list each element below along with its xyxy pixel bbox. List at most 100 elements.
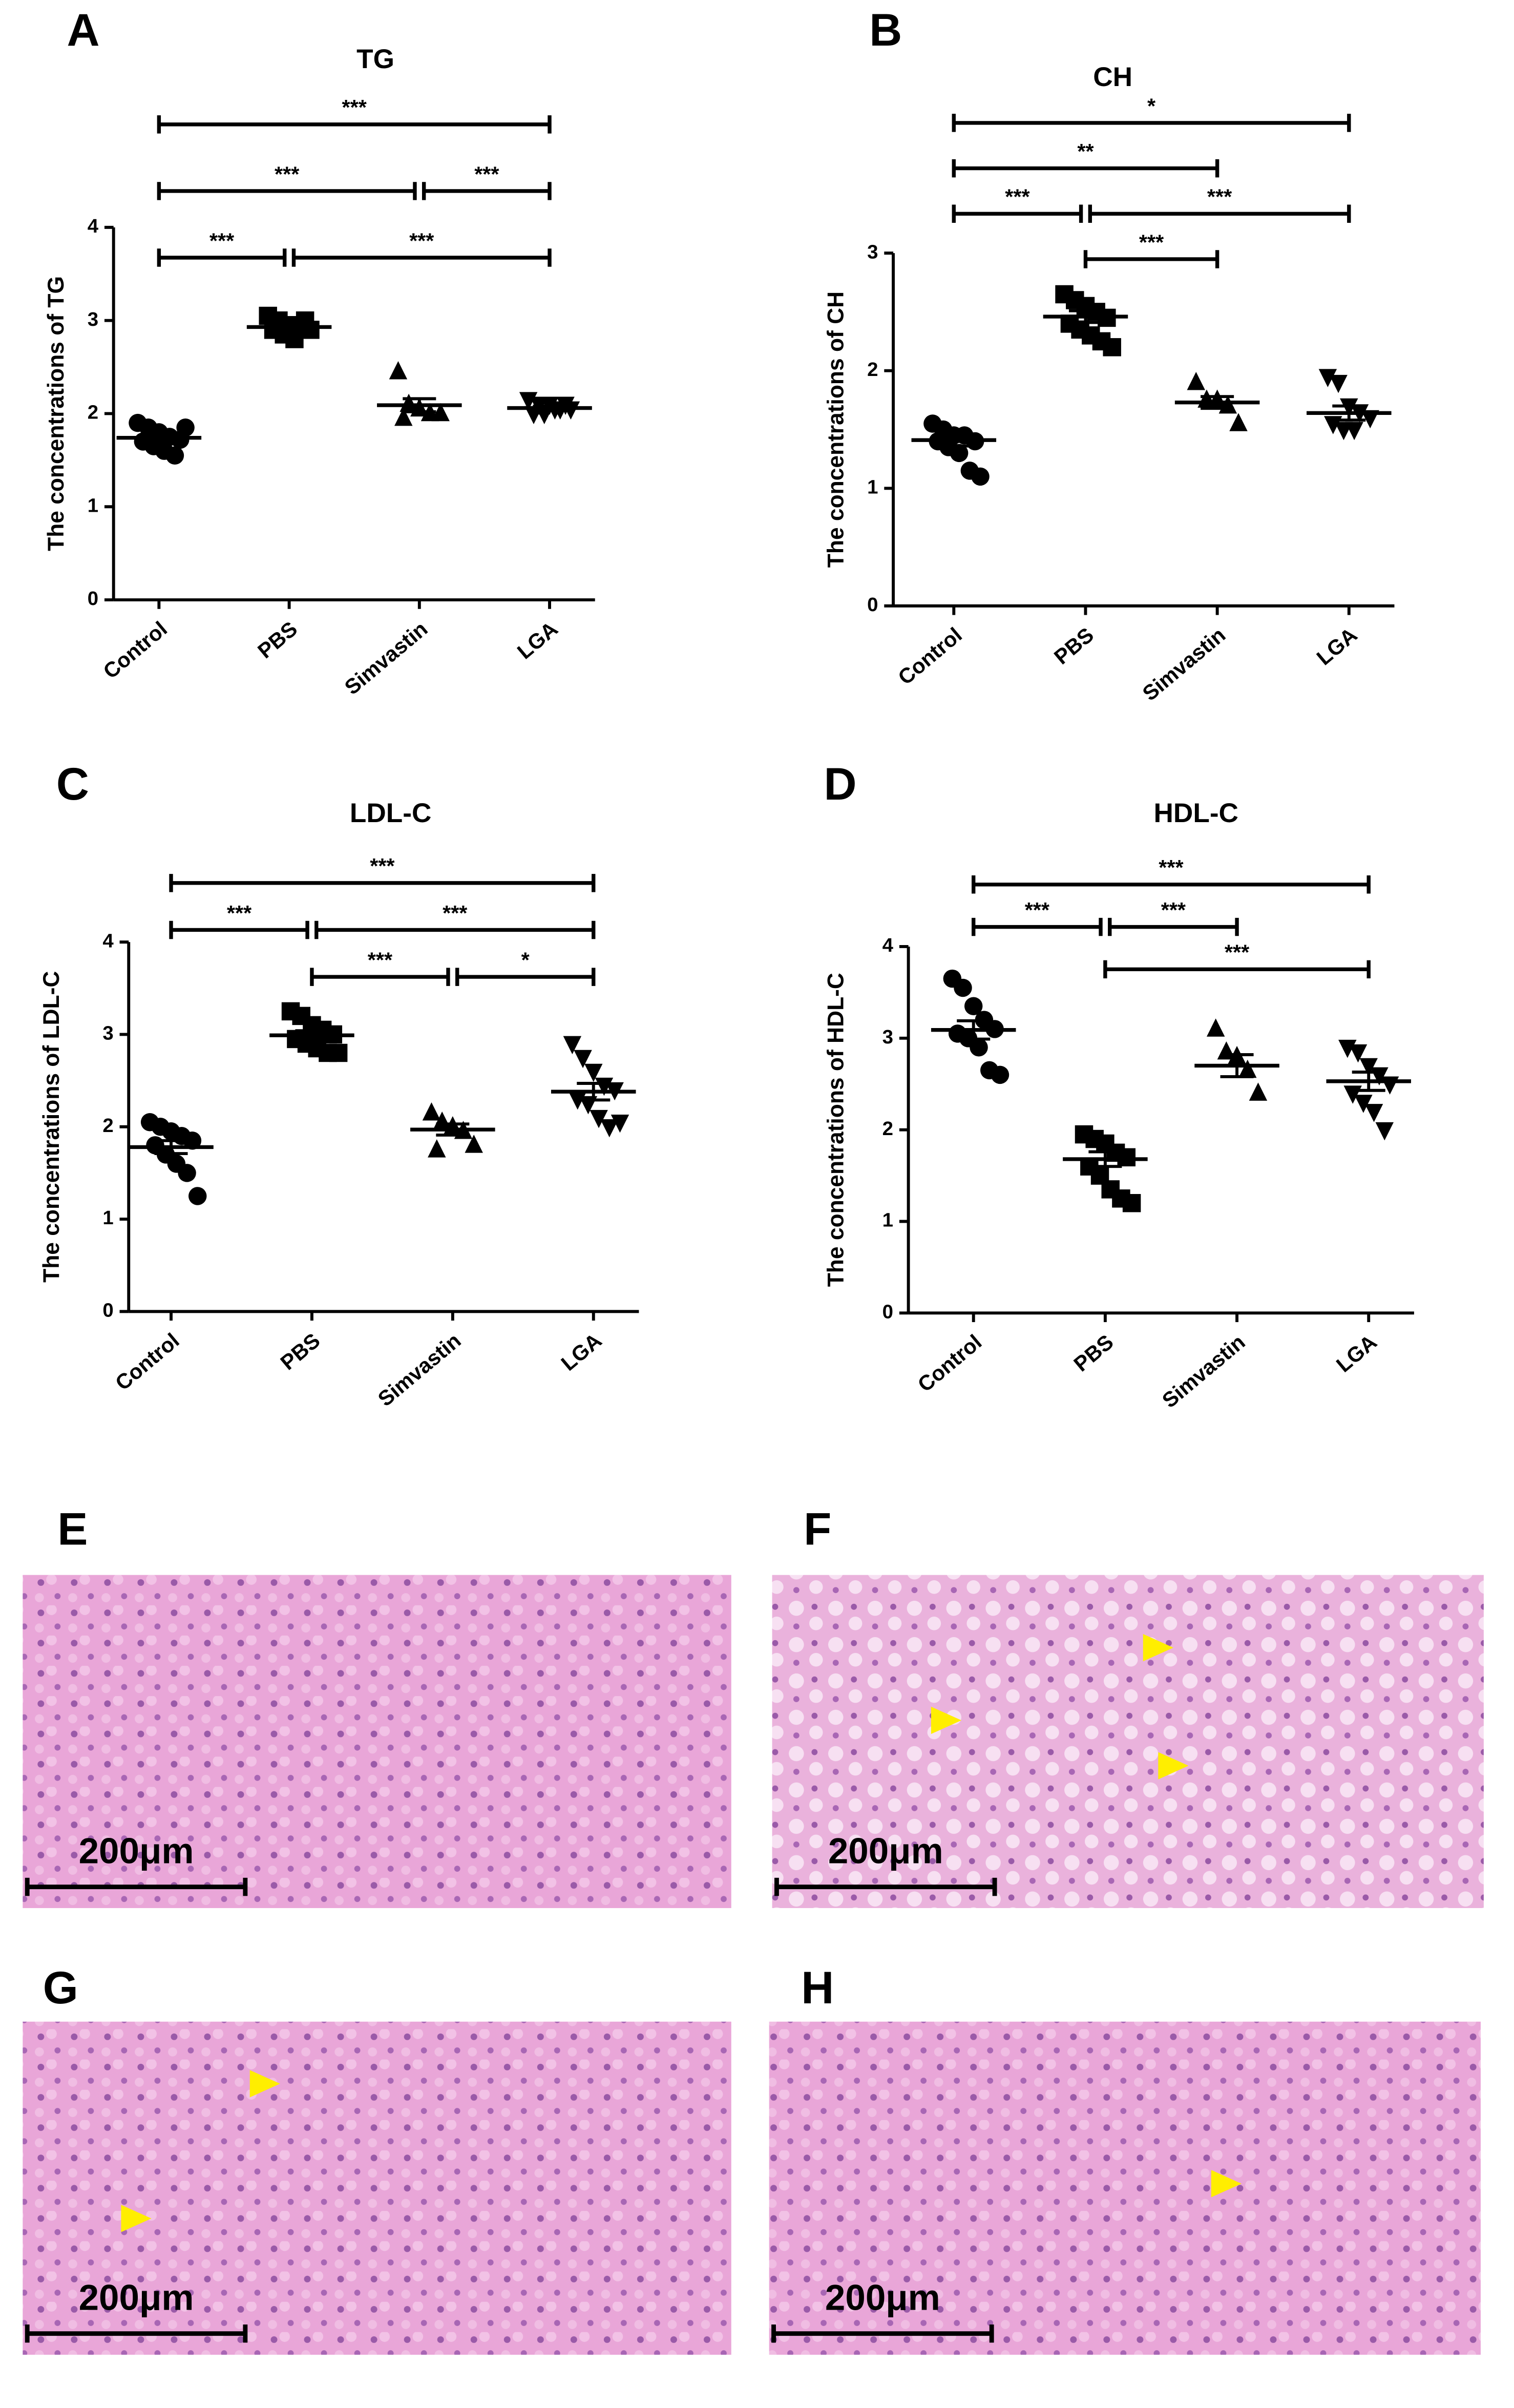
error-bar xyxy=(577,1082,611,1102)
arrowhead xyxy=(1158,1752,1189,1779)
significance-bracket xyxy=(157,115,552,134)
panel-letter: A xyxy=(67,5,100,55)
y-tick-label: 3 xyxy=(882,1026,893,1048)
chart-title: TG xyxy=(356,44,394,74)
data-point xyxy=(422,1102,441,1121)
data-point xyxy=(1349,1044,1368,1063)
scale-label: 200μm xyxy=(79,1831,194,1871)
data-point xyxy=(188,1187,207,1205)
data-point xyxy=(183,1132,202,1150)
y-tick-label: 1 xyxy=(867,476,878,498)
significance-bracket xyxy=(310,968,450,986)
scale-bar xyxy=(771,2324,994,2343)
x-tick-label: Control xyxy=(111,1329,183,1395)
y-axis-label: The concentrations of TG xyxy=(44,276,69,551)
y-axis-label: The concentrations of LDL-C xyxy=(39,971,64,1283)
data-point xyxy=(964,997,983,1015)
arrowhead xyxy=(121,2205,152,2232)
data-point xyxy=(465,1135,483,1153)
data-point xyxy=(394,407,413,426)
x-tick-label: Simvastin xyxy=(340,617,432,699)
micrograph xyxy=(769,2021,1481,2355)
data-point xyxy=(1229,413,1248,431)
significance-label: *** xyxy=(275,162,300,186)
significance-label: *** xyxy=(1207,185,1232,209)
significance-label: ** xyxy=(1077,140,1094,163)
significance-bracket xyxy=(422,182,552,200)
data-point xyxy=(428,1139,446,1158)
scale-bar xyxy=(25,1877,248,1896)
data-point xyxy=(1206,1018,1225,1037)
micrograph xyxy=(23,2021,731,2355)
error-bar xyxy=(533,404,566,412)
panel-letter: C xyxy=(56,759,89,809)
data-point xyxy=(950,444,969,463)
panel-letter: G xyxy=(43,1962,78,2013)
panel-letter: F xyxy=(804,1503,831,1554)
x-tick-label: LGA xyxy=(1332,1330,1381,1377)
x-tick-label: PBS xyxy=(253,617,302,663)
chart-title: HDL-C xyxy=(1154,798,1238,828)
significance-bracket xyxy=(952,159,1219,178)
error-bar xyxy=(1352,1071,1385,1092)
y-tick-label: 1 xyxy=(882,1209,893,1231)
significance-bracket xyxy=(952,114,1351,132)
y-tick-label: 2 xyxy=(882,1118,893,1140)
significance-bracket xyxy=(1103,960,1371,979)
x-tick-label: PBS xyxy=(1049,623,1098,669)
significance-bracket xyxy=(1083,250,1219,268)
error-bar xyxy=(1201,395,1234,410)
significance-label: *** xyxy=(1025,898,1050,922)
error-bar xyxy=(403,397,436,413)
data-point xyxy=(563,1036,582,1055)
data-point xyxy=(389,361,408,380)
error-bar xyxy=(937,432,971,448)
data-point xyxy=(590,1109,608,1128)
y-axis-label: The concentrations of CH xyxy=(823,291,848,568)
data-point xyxy=(600,1119,619,1138)
data-point xyxy=(165,446,184,465)
panel-letter: D xyxy=(824,759,857,809)
significance-bracket xyxy=(157,248,287,267)
x-tick-label: Simvastin xyxy=(1158,1330,1249,1413)
panel-letter: B xyxy=(869,5,902,55)
error-bar xyxy=(1332,404,1366,422)
significance-bracket xyxy=(314,920,596,939)
y-tick-label: 3 xyxy=(88,308,98,330)
error-bar xyxy=(1088,1150,1122,1168)
significance-bracket xyxy=(1088,204,1351,223)
data-point xyxy=(285,330,304,348)
significance-label: *** xyxy=(443,902,468,925)
y-tick-label: 0 xyxy=(102,1300,113,1322)
data-point xyxy=(178,1164,196,1182)
data-point xyxy=(399,393,418,412)
arrowhead xyxy=(1211,2170,1242,2197)
data-point xyxy=(1318,369,1337,387)
significance-bracket xyxy=(169,874,596,892)
significance-bracket xyxy=(291,248,552,267)
significance-label: *** xyxy=(209,229,235,253)
error-bar xyxy=(272,322,306,331)
data-point xyxy=(1338,1039,1357,1058)
arrowhead xyxy=(249,2070,280,2098)
data-point xyxy=(991,1065,1010,1084)
significance-bracket xyxy=(1108,917,1239,936)
significance-label: *** xyxy=(370,854,395,878)
data-point xyxy=(1375,1122,1394,1141)
data-point xyxy=(971,467,990,486)
x-tick-label: PBS xyxy=(1069,1330,1118,1376)
y-tick-label: 2 xyxy=(88,402,98,424)
error-bar xyxy=(295,1029,329,1042)
data-point xyxy=(176,418,195,437)
y-tick-label: 1 xyxy=(102,1207,113,1229)
data-point xyxy=(1345,422,1363,441)
y-tick-label: 1 xyxy=(88,494,98,516)
significance-bracket xyxy=(972,875,1371,894)
data-point xyxy=(431,403,450,422)
y-tick-label: 4 xyxy=(102,930,114,952)
y-tick-label: 2 xyxy=(102,1115,113,1137)
error-bar xyxy=(1220,1053,1254,1078)
data-point xyxy=(1187,371,1205,390)
significance-label: *** xyxy=(474,162,499,186)
